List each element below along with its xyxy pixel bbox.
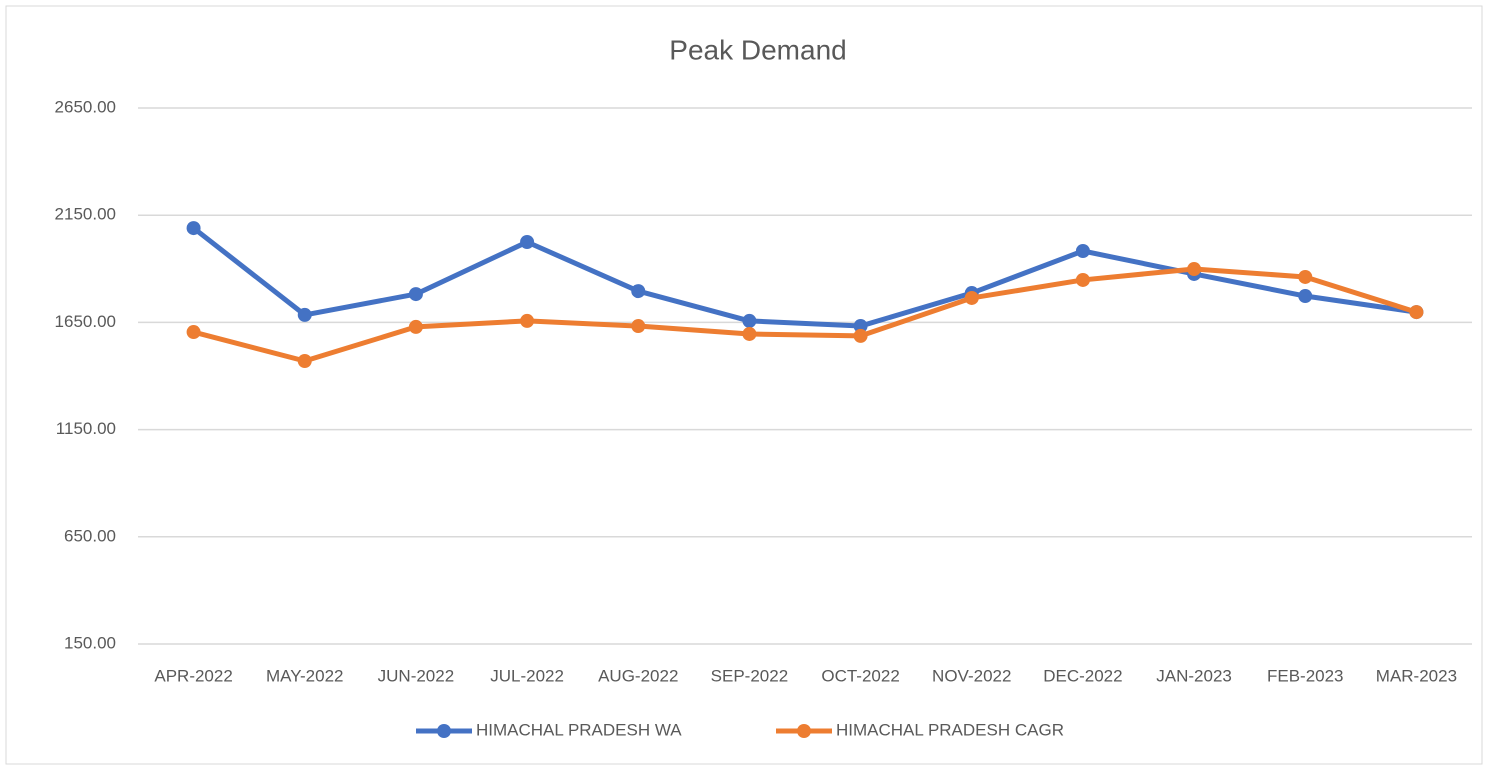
data-point (742, 313, 757, 328)
legend-label: HIMACHAL PRADESH CAGR (836, 720, 1064, 739)
y-tick-label: 650.00 (64, 526, 116, 545)
data-point (853, 328, 868, 343)
data-point (853, 319, 868, 334)
data-point (1075, 272, 1090, 287)
x-tick-label: MAY-2022 (266, 666, 344, 685)
chart-title: Peak Demand (669, 34, 846, 65)
x-tick-label: JAN-2023 (1156, 666, 1232, 685)
y-tick-label: 2650.00 (55, 97, 116, 116)
y-tick-label: 1650.00 (55, 312, 116, 331)
x-tick-label: OCT-2022 (821, 666, 899, 685)
data-point (297, 307, 312, 322)
data-point (1298, 269, 1313, 284)
data-point (964, 290, 979, 305)
y-tick-label: 150.00 (64, 633, 116, 652)
x-tick-label: FEB-2023 (1267, 666, 1344, 685)
data-point (520, 313, 535, 328)
x-tick-label: APR-2022 (154, 666, 232, 685)
x-tick-label: AUG-2022 (598, 666, 678, 685)
series-line (192, 226, 1417, 329)
data-point (408, 319, 423, 334)
data-point (1298, 289, 1313, 304)
data-point (1409, 305, 1424, 320)
x-tick-label: JUN-2022 (378, 666, 455, 685)
data-point (1187, 262, 1202, 277)
data-point (408, 287, 423, 302)
data-point (742, 326, 757, 341)
y-tick-label: 2150.00 (55, 205, 116, 224)
y-tick-label: 1150.00 (56, 419, 116, 438)
data-point (631, 284, 646, 299)
x-tick-label: SEP-2022 (711, 666, 789, 685)
legend-marker (797, 724, 811, 738)
data-point (186, 221, 201, 236)
data-point (1075, 244, 1090, 259)
legend-label: HIMACHAL PRADESH WA (476, 720, 682, 739)
legend-marker (437, 724, 451, 738)
data-point (186, 325, 201, 340)
data-point (297, 353, 312, 368)
x-tick-label: NOV-2022 (932, 666, 1011, 685)
x-tick-label: JUL-2022 (490, 666, 564, 685)
x-tick-label: MAR-2023 (1376, 666, 1457, 685)
series-line (192, 266, 1418, 364)
chart-frame (5, 5, 1483, 765)
data-point (520, 235, 535, 249)
data-point (631, 319, 646, 334)
x-tick-label: DEC-2022 (1043, 666, 1122, 685)
